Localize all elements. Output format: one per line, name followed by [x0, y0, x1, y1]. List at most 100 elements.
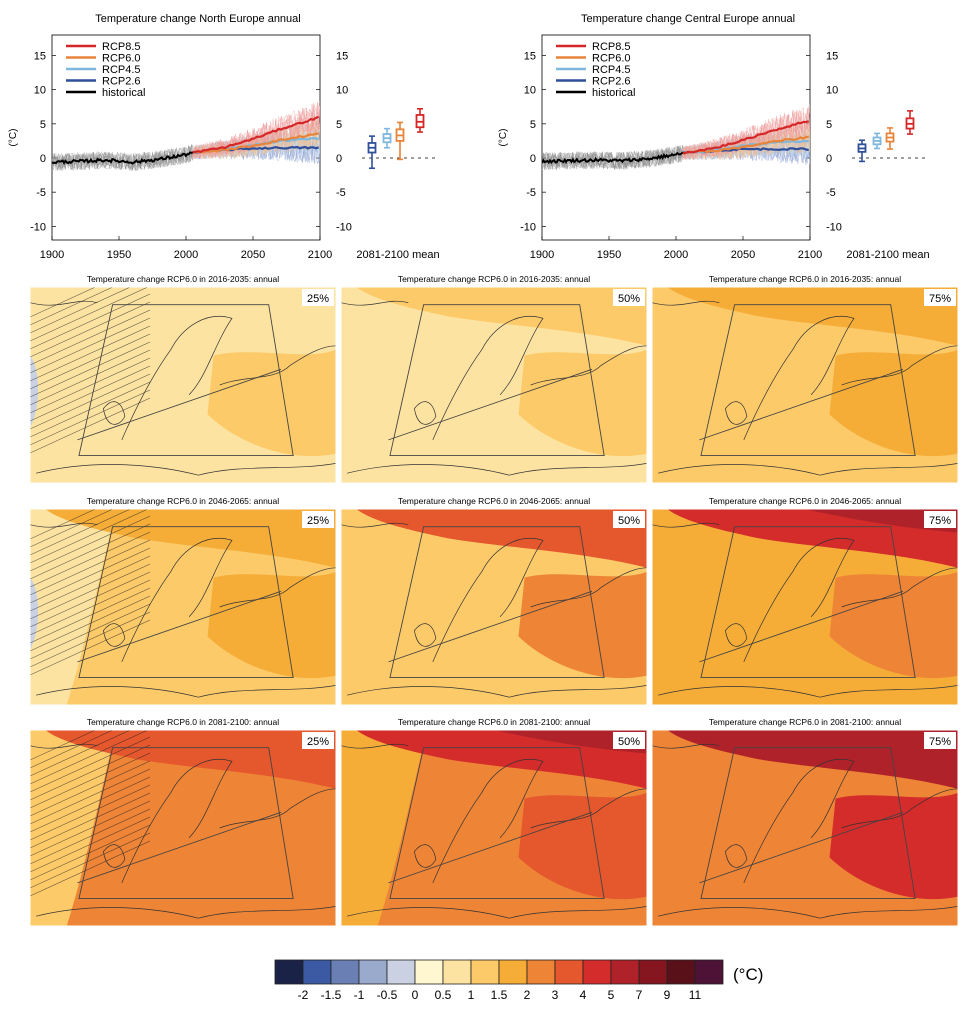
field-north	[45, 509, 336, 568]
region-box	[389, 747, 605, 900]
coast-iceland	[652, 300, 720, 306]
field-north	[667, 287, 958, 346]
hatch-line	[30, 800, 151, 857]
coast-baltic	[841, 345, 958, 386]
hatch-line	[30, 792, 151, 849]
coast-south	[658, 906, 958, 919]
coast-scandinavia	[743, 316, 855, 441]
map-border	[30, 508, 336, 705]
hatch-line	[30, 509, 114, 548]
chart-title: Temperature change Central Europe annual	[581, 13, 795, 25]
y-tick-label: 10	[524, 85, 536, 97]
y-tick-label-right: 0	[826, 153, 832, 165]
region-box	[78, 747, 294, 900]
series-mean-rcp8-5	[192, 115, 320, 154]
region-box	[700, 526, 916, 679]
colorbar-tick-label: -2	[298, 988, 309, 1002]
hatch-line	[30, 555, 151, 612]
map-title: Temperature change RCP6.0 in 2016-2035: …	[709, 274, 901, 284]
hatch-line	[30, 816, 151, 873]
map-border	[30, 286, 336, 483]
hatch-line	[30, 293, 151, 350]
colorbar-tick-label: 9	[664, 988, 671, 1002]
hatch-line	[30, 744, 151, 801]
map-field: 75%	[652, 730, 958, 926]
hatch-line	[30, 397, 151, 454]
hatch-line	[30, 357, 151, 414]
percentile-label: 50%	[618, 293, 640, 305]
hatch-line	[30, 523, 151, 580]
coast-south	[347, 463, 647, 476]
percentile-label-bg	[924, 511, 956, 528]
boxplot-group	[362, 108, 438, 170]
coast-britain	[414, 623, 437, 647]
coast-baltic	[219, 567, 336, 608]
map-panel: Temperature change RCP6.0 in 2081-2100: …	[341, 714, 647, 926]
y-tick-label-right: 5	[336, 119, 342, 131]
hatch-line	[30, 509, 97, 540]
legend-label: historical	[592, 87, 635, 99]
colorbar-tick-label: 1.5	[491, 988, 508, 1002]
colorbar-swatch	[582, 959, 612, 985]
field-north	[45, 730, 336, 789]
hatch-line	[30, 730, 149, 785]
colorbar-swatch	[694, 959, 724, 985]
hatch-line	[30, 736, 151, 793]
map-title: Temperature change RCP6.0 in 2081-2100: …	[87, 717, 279, 727]
map-panel: Temperature change RCP6.0 in 2046-2065: …	[30, 493, 336, 705]
y-tick-label-right: -10	[826, 221, 842, 233]
region-divider	[699, 811, 904, 884]
map-svg: Temperature change RCP6.0 in 2046-2065: …	[652, 496, 958, 705]
map-border	[341, 508, 647, 705]
timeseries-chart-central-europe: Temperature change Central Europe annual…	[498, 13, 930, 261]
field-west	[652, 287, 738, 483]
hatch-line	[30, 752, 151, 809]
timeseries-central-europe: Temperature change Central Europe annual…	[490, 0, 960, 270]
coast-iceland	[30, 743, 98, 749]
colorbar-tick-label: 4	[580, 988, 587, 1002]
coast-baltic	[530, 788, 647, 829]
map-panel: Temperature change RCP6.0 in 2046-2065: …	[652, 493, 958, 705]
map-svg: Temperature change RCP6.0 in 2081-2100: …	[30, 717, 336, 926]
field-west	[341, 509, 427, 705]
map-title: Temperature change RCP6.0 in 2081-2100: …	[398, 717, 590, 727]
field-east	[518, 349, 647, 457]
y-tick-label: -5	[36, 187, 46, 199]
field-north-extreme	[494, 730, 647, 754]
legend-label: RCP8.5	[592, 41, 631, 53]
map-title: Temperature change RCP6.0 in 2046-2065: …	[398, 496, 590, 506]
region-divider	[388, 368, 593, 441]
hatch-line	[30, 341, 151, 398]
percentile-label-bg	[613, 511, 645, 528]
y-tick-label: -10	[520, 221, 536, 233]
field-east	[829, 571, 958, 679]
map-border	[652, 286, 958, 483]
field-east	[207, 792, 336, 900]
x-tick-label: 2100	[798, 249, 822, 261]
colorbar-tick-label: 2	[524, 988, 531, 1002]
hatch-line	[30, 579, 151, 636]
field-east	[829, 792, 958, 900]
historical-member-line	[542, 145, 683, 170]
hatch-line	[30, 603, 151, 660]
percentile-label: 25%	[307, 293, 329, 305]
field-north-extreme	[805, 509, 958, 533]
coast-baltic	[841, 567, 958, 608]
percentile-label: 25%	[307, 515, 329, 527]
region-divider	[77, 811, 282, 884]
field-west	[652, 509, 738, 705]
colorbar-tick-label: -1	[354, 988, 365, 1002]
hatch-line	[30, 824, 151, 881]
y-tick-label: 5	[40, 119, 46, 131]
colorbar-unit: (°C)	[733, 965, 763, 984]
coast-south	[347, 685, 647, 698]
box-axis-label: 2081-2100 mean	[356, 249, 439, 261]
colorbar-tick-label: 1	[468, 988, 475, 1002]
hatch-line	[30, 389, 151, 446]
series-mean-rcp6-0	[192, 132, 319, 155]
chart-title: Temperature change North Europe annual	[95, 13, 300, 25]
field-west	[341, 730, 427, 926]
colorbar-swatch	[386, 959, 416, 985]
field-west	[652, 730, 738, 926]
